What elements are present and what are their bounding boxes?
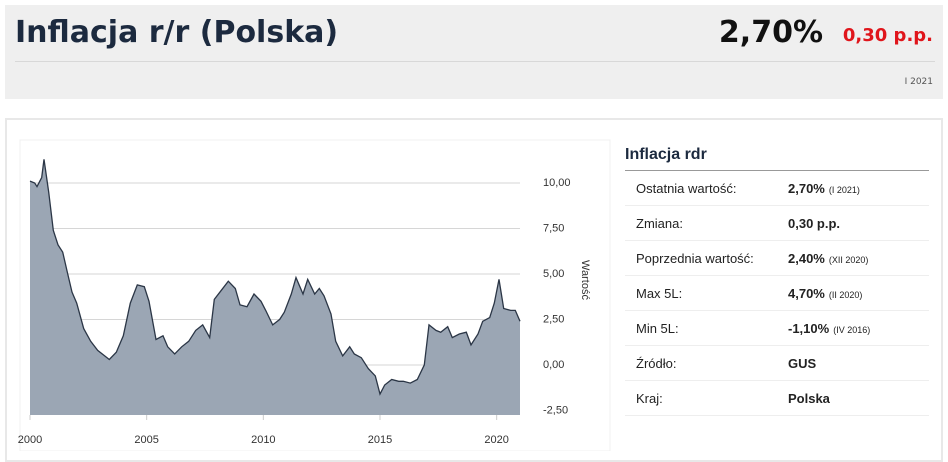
row-value: 2,70% (I 2021) (788, 181, 860, 196)
row-label: Ostatnia wartość: (636, 181, 737, 196)
current-value: 2,70% (718, 15, 823, 50)
row-note: (XII 2020) (828, 255, 869, 265)
row-note: (II 2020) (828, 290, 863, 300)
date: I 2021 (904, 77, 933, 87)
x-tick-label: 2020 (484, 434, 508, 446)
table-row: Źródło: GUS (625, 346, 929, 381)
table-body: Ostatnia wartość: 2,70% (I 2021) Zmiana: 0,3… (625, 171, 929, 416)
info-table: Inflacja rdr Ostatnia wartość: 2,70% (I 20… (625, 140, 929, 416)
x-tick-label: 2010 (251, 434, 275, 446)
table-row: Kraj: Polska (625, 381, 929, 416)
change-value: 0,30 p.p. (842, 25, 933, 46)
row-value: Polska (788, 391, 830, 406)
y-tick-label: 5,00 (543, 268, 564, 280)
row-value: 4,70% (II 2020) (788, 286, 863, 301)
table-row: Poprzednia wartość: 2,40% (XII 2020) (625, 241, 929, 276)
row-note: (I 2021) (828, 185, 860, 195)
row-label: Źródło: (636, 356, 677, 371)
y-tick-label: 10,00 (543, 177, 571, 189)
x-tick-label: 2015 (368, 434, 392, 446)
row-value: GUS (788, 356, 817, 371)
x-tick-label: 2005 (134, 434, 158, 446)
y-tick-label: -2,50 (543, 404, 568, 416)
x-tick-label: 2000 (18, 434, 42, 446)
y-tick-label: 2,50 (543, 313, 564, 325)
chart: Wartość -2,50 0,00 2,50 5,00 7,50 10,00 2000 20… (18, 139, 611, 451)
y-tick-label: 7,50 (543, 222, 564, 234)
area (30, 159, 520, 415)
row-label: Zmiana: (636, 216, 683, 231)
row-label: Max 5L: (636, 286, 683, 301)
table-row: Ostatnia wartość: 2,70% (I 2021) (625, 171, 929, 206)
row-value: 2,40% (XII 2020) (788, 251, 869, 266)
row-label: Kraj: (636, 391, 663, 406)
page-title: Inflacja r/r (Polska) (15, 15, 339, 50)
line (29, 159, 521, 396)
header: Inflacja r/r (Polska) 2,70% 0,30 p.p. I … (5, 5, 943, 99)
row-label: Min 5L: (636, 321, 679, 336)
table-row: Max 5L: 4,70% (II 2020) (625, 276, 929, 311)
row-note: (IV 2016) (833, 325, 871, 335)
page: Inflacja r/r (Polska) 2,70% 0,30 p.p. I … (5, 5, 943, 462)
y-axis-label: Wartość (579, 260, 591, 300)
table-row: Min 5L: -1,10% (IV 2016) (625, 311, 929, 346)
divider (15, 61, 935, 62)
y-tick-label: 0,00 (543, 359, 564, 371)
table-title: Inflacja rdr (625, 140, 929, 171)
row-value: -1,10% (IV 2016) (788, 321, 871, 336)
table-row: Zmiana: 0,30 p.p. (625, 206, 929, 241)
row-value: 0,30 p.p. (788, 216, 841, 231)
row-label: Poprzednia wartość: (636, 251, 754, 266)
